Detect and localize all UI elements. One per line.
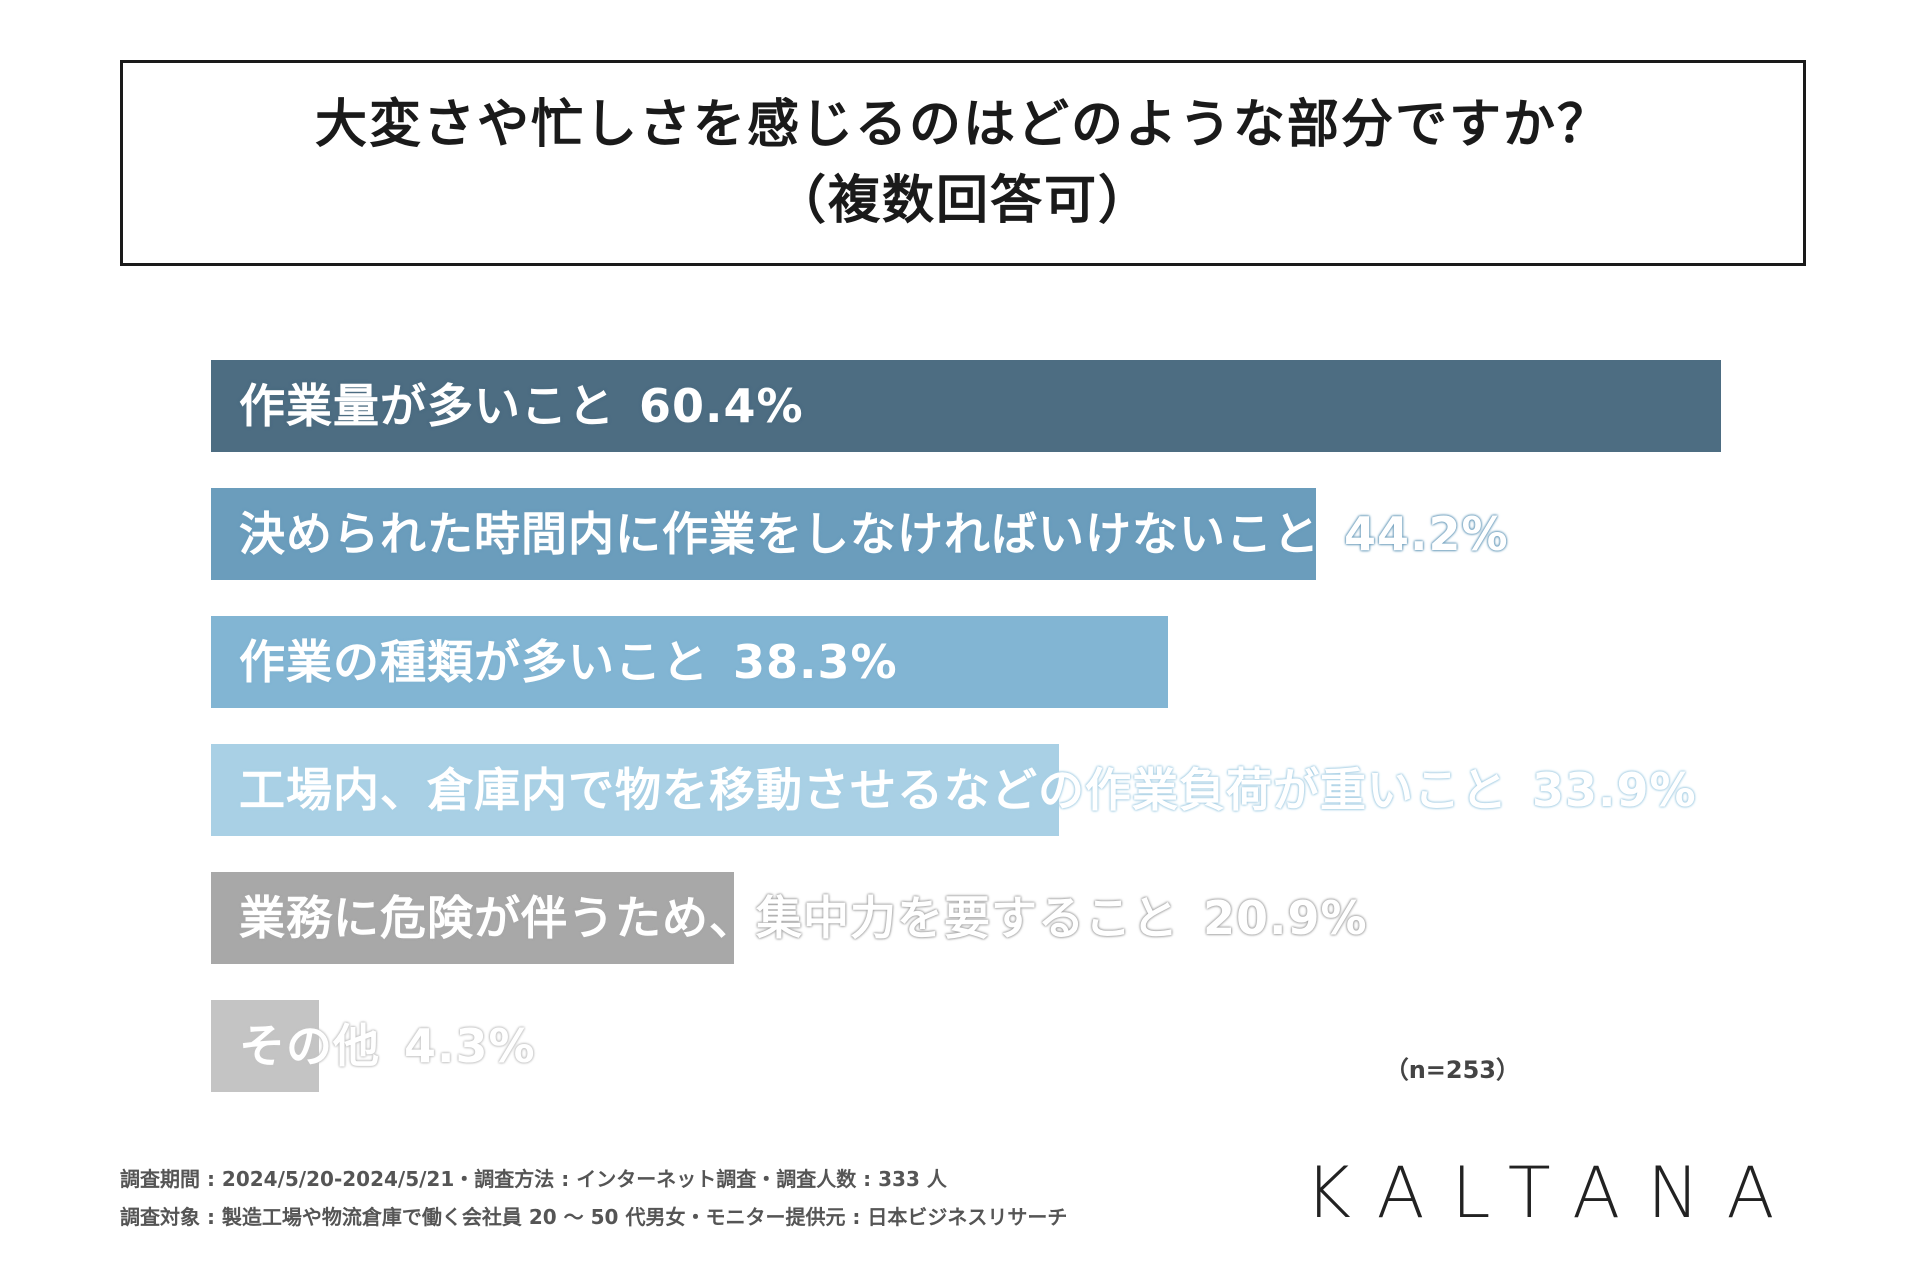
category-label: 工場内、倉庫内で物を移動させるなどの作業負荷が重いこと [238, 762, 1508, 818]
value-label: 20.9% [1202, 890, 1368, 946]
category-label: 決められた時間内に作業をしなければいけないこと [238, 506, 1320, 562]
bar-label: 決められた時間内に作業をしなければいけないこと 44.2% [238, 488, 1533, 580]
value-label: 44.2% [1343, 506, 1509, 562]
bar-row: 作業の種類が多いこと 38.3% [211, 616, 1721, 708]
survey-info-line-1: 調査期間 : 2024/5/20-2024/5/21・調査方法 : インターネッ… [120, 1167, 947, 1191]
bar-label: 業務に危険が伴うため、集中力を要すること 20.9% [238, 872, 1392, 964]
title-box: 大変さや忙しさを感じるのはどのような部分ですか？ （複数回答可） [120, 60, 1806, 266]
bar [211, 872, 734, 964]
value-label: 4.3% [403, 1018, 536, 1074]
bar [211, 616, 1168, 708]
category-label: 作業の種類が多いこと [238, 634, 709, 690]
bar-row: 業務に危険が伴うため、集中力を要すること 20.9% [211, 872, 1721, 964]
value-label: 38.3% [732, 634, 898, 690]
bar-label: その他 4.3% [238, 1000, 560, 1092]
bar-label: 作業量が多いこと 60.4% [238, 360, 828, 452]
category-label: 作業量が多いこと [238, 378, 615, 434]
sample-size-label: （n=253） [1384, 1056, 1520, 1084]
kaltana-logo: KALTANA [1305, 1152, 1802, 1234]
bar [211, 360, 1721, 452]
survey-footer: 調査期間 : 2024/5/20-2024/5/21・調査方法 : インターネッ… [120, 1160, 1067, 1236]
bar [211, 488, 1316, 580]
bar-row: 決められた時間内に作業をしなければいけないこと 44.2% [211, 488, 1721, 580]
bar [211, 744, 1059, 836]
bar [211, 1000, 319, 1092]
survey-info-line-2: 調査対象 : 製造工場や物流倉庫で働く会社員 20 ～ 50 代男女・モニター提… [120, 1205, 1068, 1229]
bar-label: 工場内、倉庫内で物を移動させるなどの作業負荷が重いこと 33.9% [238, 744, 1721, 836]
chart-subtitle: （複数回答可） [773, 171, 1152, 231]
chart-title: 大変さや忙しさを感じるのはどのような部分ですか？ [314, 95, 1611, 155]
bar-label: 作業の種類が多いこと 38.3% [238, 616, 922, 708]
category-label: その他 [238, 1018, 380, 1074]
bar-chart: 作業量が多いこと 60.4% 決められた時間内に作業をしなければいけないこと 44.2… [211, 360, 1721, 1100]
value-label: 33.9% [1531, 762, 1697, 818]
bar-row: 工場内、倉庫内で物を移動させるなどの作業負荷が重いこと 33.9% [211, 744, 1721, 836]
category-label: 業務に危険が伴うため、集中力を要すること [238, 890, 1179, 946]
bar-row: 作業量が多いこと 60.4% [211, 360, 1721, 452]
value-label: 60.4% [638, 378, 804, 434]
bar-row: その他 4.3% [211, 1000, 1721, 1092]
